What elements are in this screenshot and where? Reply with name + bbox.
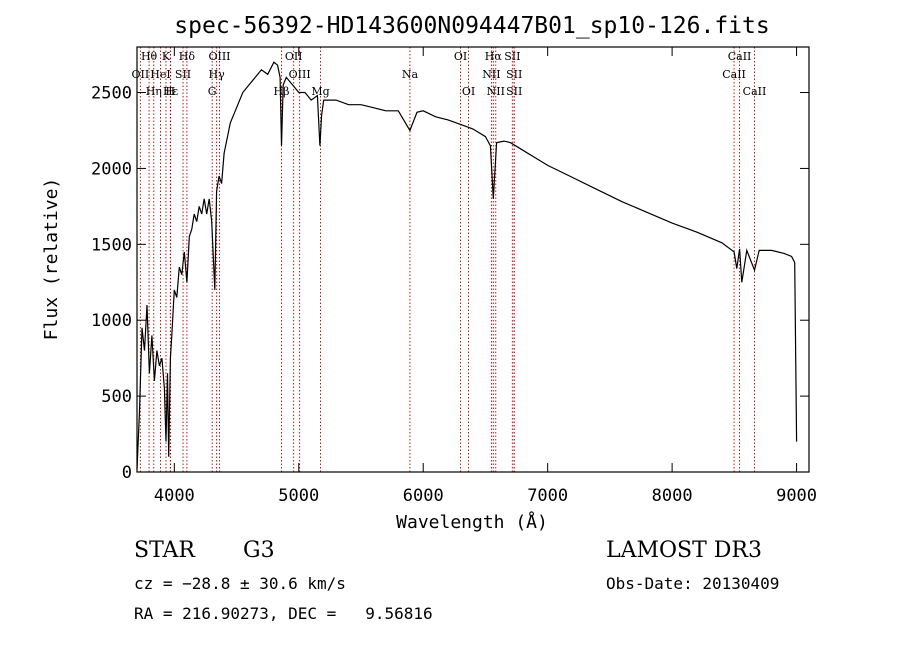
line-label-low-2: H: [166, 85, 176, 98]
survey-name: LAMOST DR3: [606, 538, 762, 563]
line-label-mid-5: Na: [402, 68, 419, 81]
line-label-mid-6: NII: [482, 68, 500, 81]
object-subclass: G3: [243, 538, 275, 563]
object-class: STAR: [134, 538, 195, 563]
line-label-low-1: Hη: [146, 85, 162, 98]
y-tick-label-0: 0: [122, 463, 132, 483]
y-tick-label-2000: 2000: [91, 159, 132, 179]
x-tick-label-9000: 9000: [776, 486, 817, 506]
x-tick-label-8000: 8000: [652, 486, 693, 506]
plot-frame: [136, 46, 810, 473]
line-label-low-9: CaII: [743, 85, 767, 98]
line-label-mid-0: OII: [132, 68, 150, 81]
line-label-low-8: SII: [506, 85, 522, 98]
flux-series-line: [136, 61, 798, 470]
line-label-top-2: Hδ: [179, 50, 196, 63]
line-label-mid-1: HeI: [150, 68, 170, 81]
line-label-top-8: CaII: [728, 50, 752, 63]
line-label-top-6: Hα: [485, 50, 503, 63]
line-label-mid-4: OIII: [289, 68, 311, 81]
line-label-mid-2: SII: [175, 68, 191, 81]
line-label-top-7: SII: [504, 50, 520, 63]
line-label-top-0: Hθ: [141, 50, 158, 63]
line-label-top-4: OII: [285, 50, 303, 63]
observation-date: Obs-Date: 20130409: [606, 574, 780, 593]
line-label-top-3: OIII: [208, 50, 230, 63]
line-label-mid-7: SII: [506, 68, 522, 81]
line-label-low-6: OI: [462, 85, 475, 98]
y-tick-label-500: 500: [101, 387, 132, 407]
line-label-low-4: Hβ: [274, 85, 290, 98]
line-label-mid-3: Hγ: [209, 68, 226, 81]
line-label-low-5: Mg: [311, 85, 329, 98]
x-tick-label-6000: 6000: [403, 486, 444, 506]
x-axis-ticks: 4000 5000 6000 7000 8000 9000: [154, 47, 817, 506]
line-label-low-3: G: [208, 85, 217, 98]
x-axis-label: Wavelength (Å): [396, 511, 548, 533]
y-tick-label-1000: 1000: [91, 311, 132, 331]
x-tick-label-7000: 7000: [527, 486, 568, 506]
x-tick-label-4000: 4000: [154, 486, 195, 506]
line-label-low-7: NII: [487, 85, 505, 98]
y-axis-ticks: 0 500 1000 1500 2000 2500: [91, 84, 809, 483]
line-label-mid-8: CaII: [722, 68, 746, 81]
line-label-top-1: K: [162, 50, 171, 63]
coordinates-readout: RA = 216.90273, DEC = 9.56816: [134, 604, 433, 623]
emission-line-markers: [139, 47, 755, 472]
x-tick-label-5000: 5000: [278, 486, 319, 506]
y-tick-label-2500: 2500: [91, 84, 132, 104]
spectrum-chart: spec-56392-HD143600N094447B01_sp10-126.f…: [41, 13, 817, 533]
line-label-low-0: Hε: [163, 85, 179, 98]
chart-title: spec-56392-HD143600N094447B01_sp10-126.f…: [174, 13, 769, 39]
y-axis-label: Flux (relative): [41, 178, 62, 341]
line-label-top-5: OI: [454, 50, 467, 63]
redshift-readout: cz = −28.8 ± 30.6 km/s: [134, 574, 346, 593]
y-tick-label-1500: 1500: [91, 235, 132, 255]
